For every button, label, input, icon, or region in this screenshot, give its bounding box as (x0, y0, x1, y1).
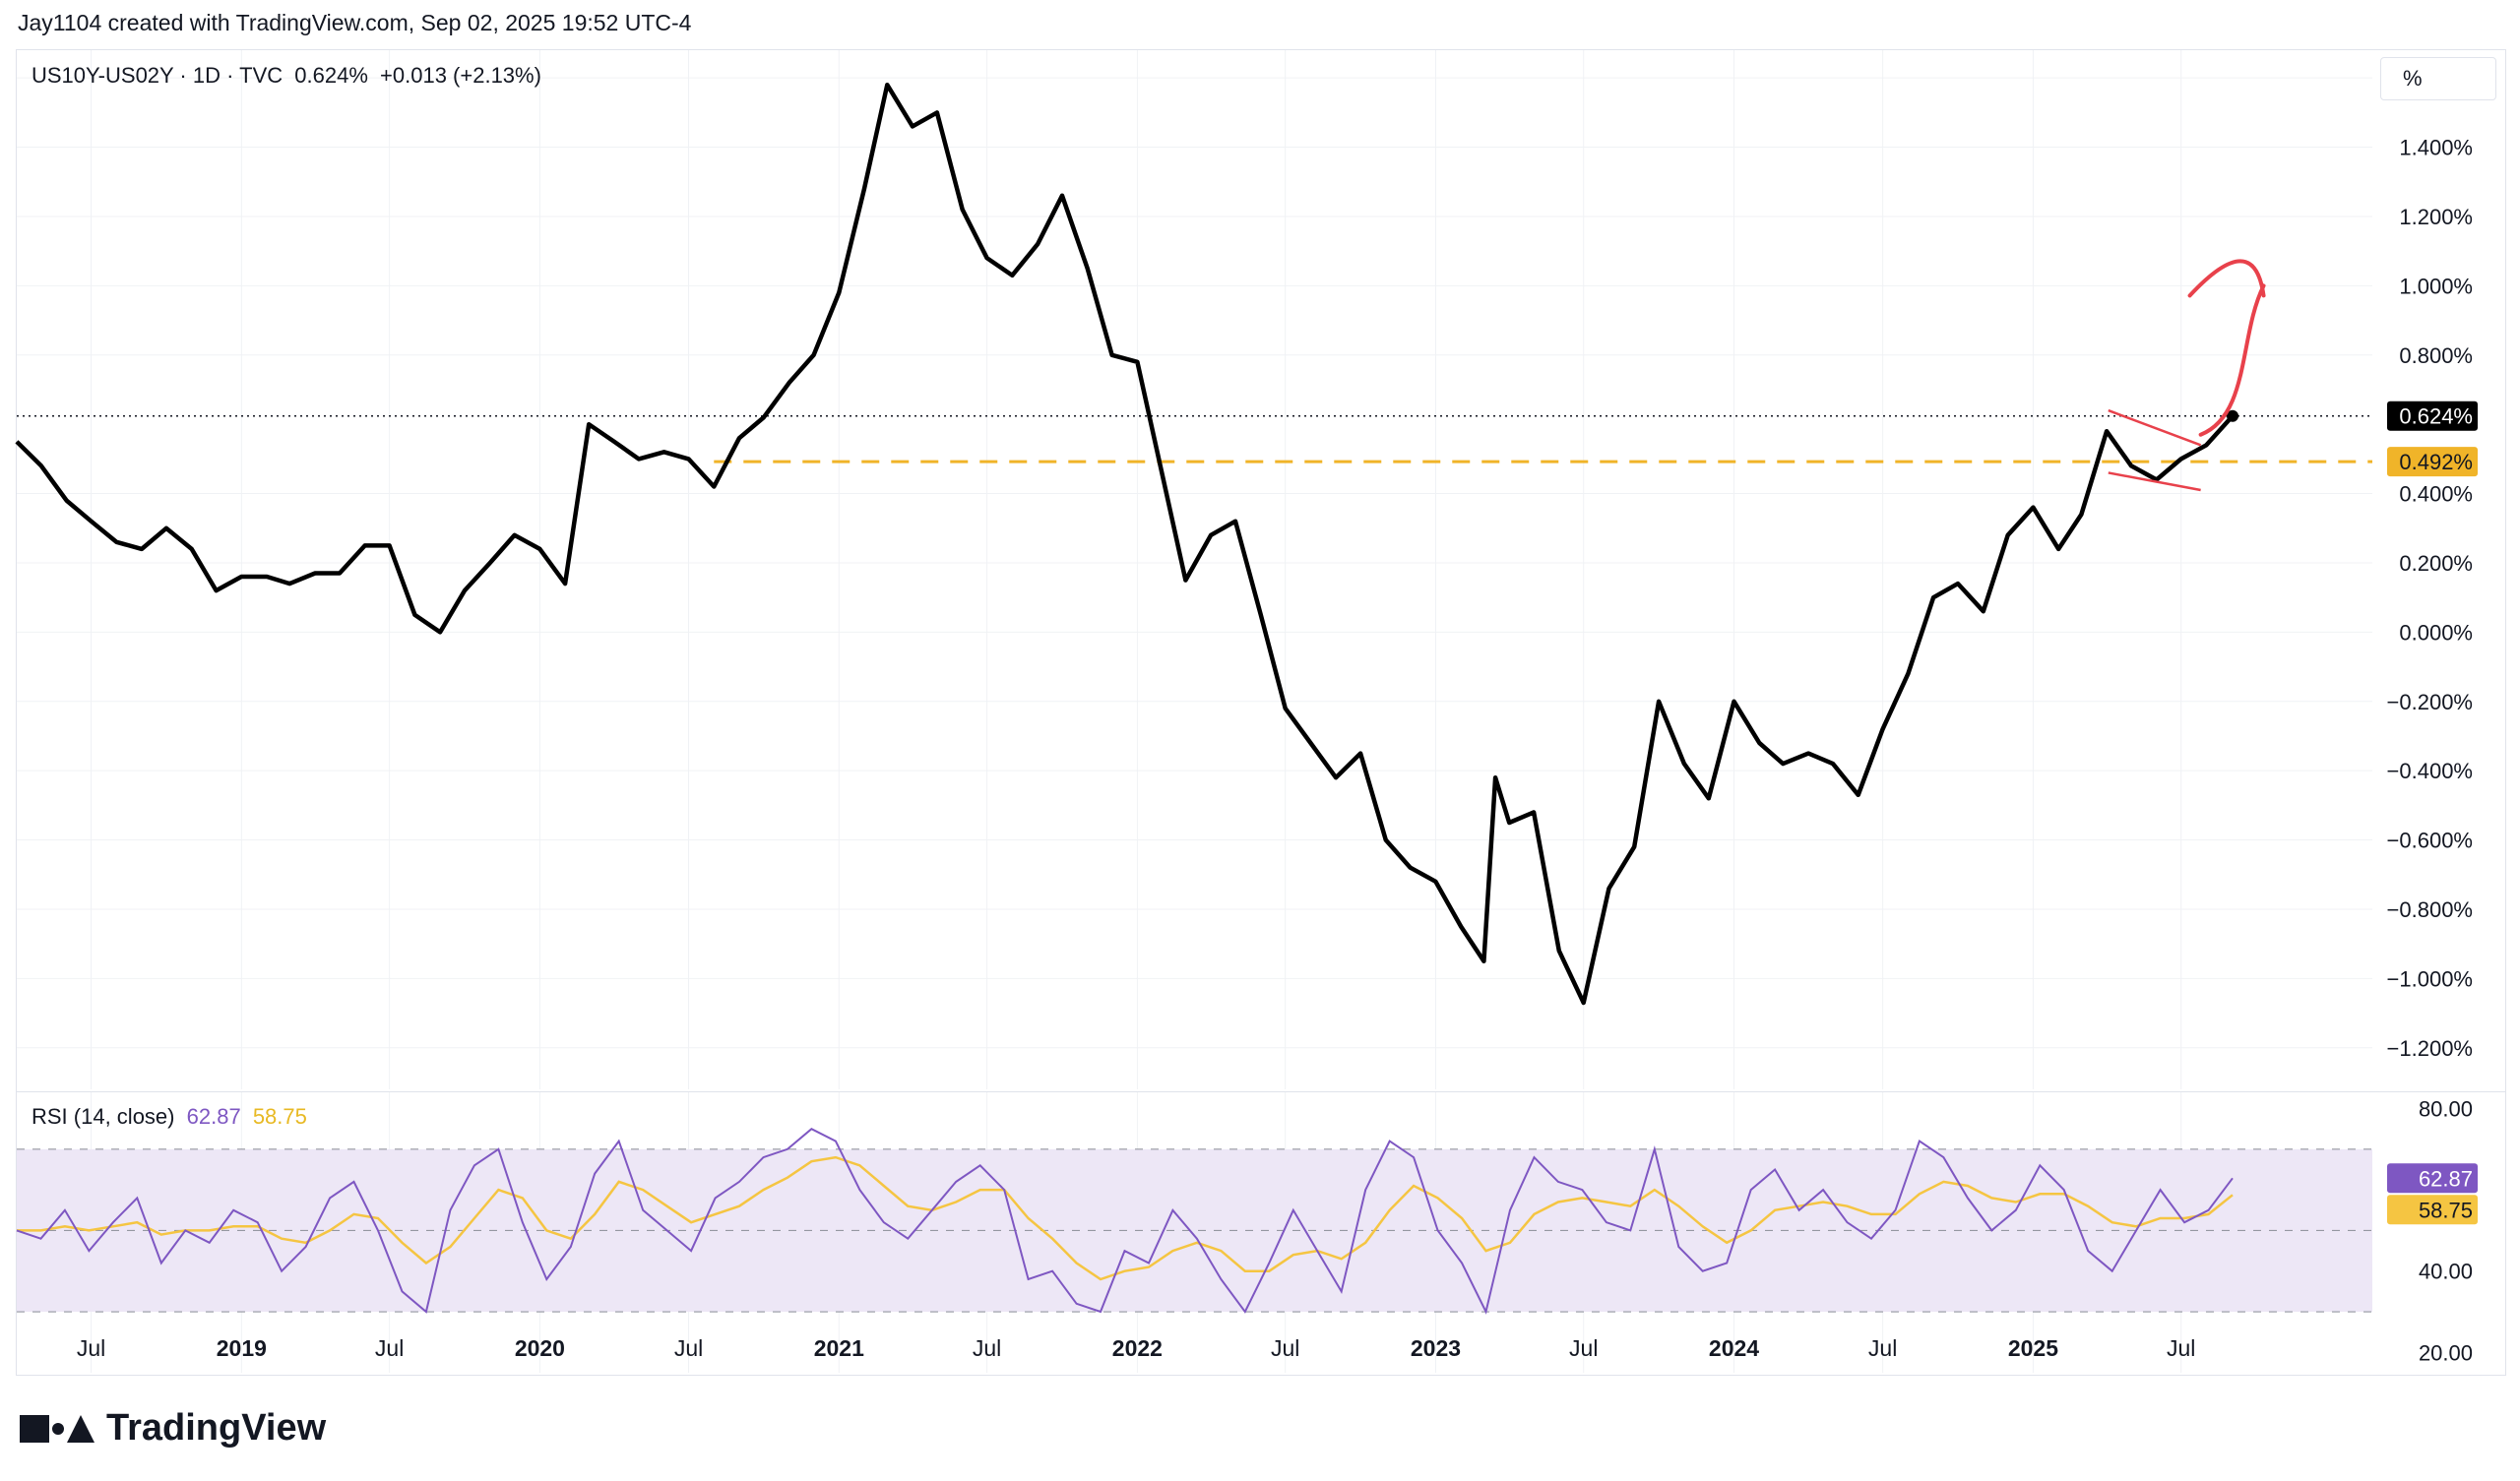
x-tick-label: Jul (674, 1335, 703, 1361)
rsi-ma-value-tag: 58.75 (2419, 1198, 2473, 1222)
rsi-y-tick-label: 80.00 (2419, 1097, 2473, 1122)
tradingview-logo-icon (20, 1414, 94, 1443)
x-tick-label: Jul (2167, 1335, 2195, 1361)
wedge-upper-line (2108, 408, 2202, 447)
y-tick-label: −0.400% (2387, 759, 2473, 783)
price-chart-panel[interactable] (16, 49, 2506, 1092)
projection-arrow-line (2198, 283, 2266, 437)
x-tick-label: Jul (375, 1335, 404, 1361)
support-price-tag-bg (2387, 447, 2478, 477)
y-tick-label: 1.200% (2399, 205, 2473, 229)
x-tick-label: 2024 (1709, 1335, 1759, 1361)
rsi-legend[interactable]: RSI (14, close) 62.87 58.75 (32, 1104, 313, 1130)
rsi-y-tick-label: 20.00 (2419, 1340, 2473, 1365)
x-tick-label: Jul (1868, 1335, 1897, 1361)
rsi-ma-value: 58.75 (252, 1104, 307, 1129)
percent-scale-button[interactable]: % (2380, 57, 2496, 100)
x-tick-label: Jul (1271, 1335, 1299, 1361)
x-tick-label: Jul (77, 1335, 105, 1361)
y-tick-label: 0.800% (2399, 343, 2473, 368)
x-tick-label: 2023 (1411, 1335, 1461, 1361)
x-tick-label: 2021 (814, 1335, 864, 1361)
price-line (15, 82, 2235, 1006)
last-price-tag-bg (2387, 401, 2478, 431)
y-tick-label: 0.000% (2399, 620, 2473, 645)
price-change: +0.013 (+2.13%) (380, 63, 541, 88)
rsi-ma-value-tag-bg (2387, 1195, 2478, 1225)
x-tick-label: 2019 (217, 1335, 267, 1361)
rsi-value-tag-bg (2387, 1163, 2478, 1194)
rsi-line (16, 1128, 2234, 1315)
y-tick-label: 1.000% (2399, 274, 2473, 298)
rsi-value-tag: 62.87 (2419, 1166, 2473, 1191)
y-tick-label: 0.200% (2399, 551, 2473, 576)
x-tick-label: Jul (973, 1335, 1001, 1361)
y-tick-label: −1.000% (2387, 966, 2473, 991)
y-tick-label: −0.200% (2387, 690, 2473, 714)
percent-scale-label: % (2403, 66, 2423, 91)
y-tick-label: 0.400% (2399, 482, 2473, 507)
attribution-text: Jay1104 created with TradingView.com, Se… (18, 10, 692, 35)
last-price: 0.624% (294, 63, 368, 88)
y-tick-label: 1.400% (2399, 136, 2473, 160)
wedge-lower-line (2108, 471, 2201, 492)
tradingview-logo[interactable]: TradingView (20, 1407, 326, 1450)
y-tick-label: −0.600% (2387, 829, 2473, 853)
rsi-ma-line (17, 1155, 2234, 1281)
rsi-y-tick-label: 40.00 (2419, 1260, 2473, 1284)
x-tick-label: Jul (1569, 1335, 1598, 1361)
last-price-marker (2227, 409, 2239, 422)
tradingview-brand-text: TradingView (106, 1407, 327, 1449)
y-tick-label: −1.200% (2387, 1036, 2473, 1061)
x-tick-label: 2025 (2008, 1335, 2058, 1361)
symbol-name[interactable]: US10Y-US02Y · 1D · TVC (32, 63, 284, 88)
y-tick-label: −0.800% (2387, 897, 2473, 922)
rsi-band-fill (17, 1148, 2372, 1313)
support-price-tag: 0.492% (2399, 450, 2473, 474)
rsi-indicator-name[interactable]: RSI (14, close) (32, 1104, 175, 1129)
projection-arrow-head (2187, 259, 2266, 298)
rsi-value: 62.87 (186, 1104, 241, 1129)
x-tick-label: 2022 (1112, 1335, 1163, 1361)
x-tick-label: 2020 (515, 1335, 565, 1361)
last-price-tag: 0.624% (2399, 404, 2473, 429)
symbol-legend[interactable]: US10Y-US02Y · 1D · TVC 0.624% +0.013 (+2… (32, 63, 547, 89)
